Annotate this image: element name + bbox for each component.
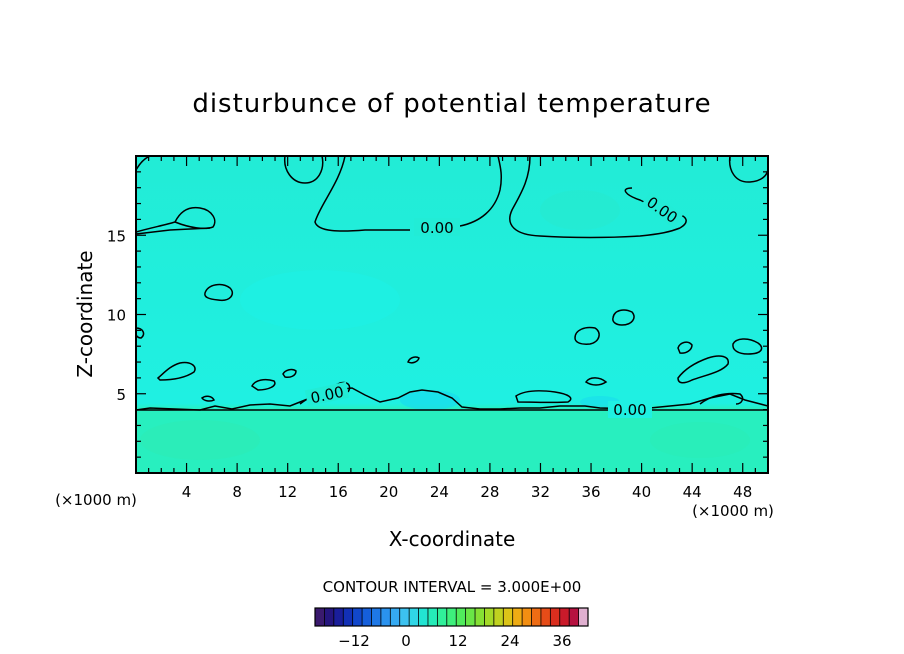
colorbar-cell xyxy=(324,608,335,626)
chart-title: disturbunce of potential temperature xyxy=(192,89,711,119)
contour-line xyxy=(732,338,763,355)
field-patch xyxy=(650,422,750,458)
contour-label: 0.00 xyxy=(420,219,453,237)
x-tick-label: 32 xyxy=(531,483,550,501)
y-axis-title: Z-coordinate xyxy=(73,250,97,377)
contour-line xyxy=(204,283,234,302)
x-tick-label: 4 xyxy=(182,483,192,501)
contour-label-bg xyxy=(304,381,350,407)
colorbar-cell xyxy=(578,608,589,626)
colorbar-cell xyxy=(315,608,325,626)
x-tick-label: 44 xyxy=(683,483,702,501)
contour-line xyxy=(459,156,502,227)
contour-line xyxy=(515,390,572,404)
contour-line xyxy=(156,361,196,381)
contour-label-bg xyxy=(414,218,460,236)
contour-line xyxy=(677,341,693,354)
field-patch xyxy=(140,420,260,460)
colorbar-cells xyxy=(314,608,589,626)
colorbar-tick-label: 0 xyxy=(401,632,411,650)
colorbar-cell xyxy=(418,608,429,626)
contour-line xyxy=(728,156,768,183)
contour-line xyxy=(612,309,635,326)
contour-label-bg xyxy=(608,401,652,418)
field-patch xyxy=(540,190,620,230)
contour-line xyxy=(677,355,729,384)
z-unit-label: (×1000 m) xyxy=(55,491,137,509)
x-tick-label: 16 xyxy=(329,483,348,501)
field-patch xyxy=(240,270,400,330)
contour-line xyxy=(251,378,276,391)
contour-line xyxy=(699,392,744,405)
contour-line xyxy=(314,156,410,232)
contour-line xyxy=(200,395,216,402)
colorbar-cell xyxy=(503,608,513,626)
colorbar-cell xyxy=(465,608,476,626)
colorbar-cell xyxy=(427,608,438,626)
colorbar-tick-label: 12 xyxy=(448,632,467,650)
colorbar-cell xyxy=(512,608,523,626)
colorbar-cell xyxy=(343,608,353,626)
plot-area: 0.00 0.00 0.00 0.00 4 8 12 16 20 24 28 32 36 40 44… xyxy=(107,155,769,501)
y-tick-label: 10 xyxy=(107,307,126,325)
x-tick-label: 8 xyxy=(232,483,242,501)
colorbar-cell xyxy=(390,608,401,626)
colorbar-cell xyxy=(493,608,504,626)
colorbar-cell xyxy=(362,608,372,626)
y-axis: 5 10 15 xyxy=(107,171,768,458)
colorbar: −12 0 12 24 36 xyxy=(314,607,589,650)
colorbar-cell xyxy=(540,608,551,626)
colorbar-cell xyxy=(484,608,495,626)
colorbar-tick-label: 36 xyxy=(552,632,571,650)
colorbar-cell xyxy=(569,608,579,626)
x-tick-label: 40 xyxy=(632,483,651,501)
y-tick-label: 5 xyxy=(116,386,126,404)
colorbar-cell xyxy=(409,608,419,626)
colorbar-cell xyxy=(333,608,344,626)
contour-label-bg xyxy=(641,191,683,229)
colorbar-cell xyxy=(437,608,448,626)
y-tick-label: 15 xyxy=(107,227,126,245)
contour-line xyxy=(584,377,608,386)
contour-line xyxy=(407,356,420,364)
colorbar-cell xyxy=(522,608,532,626)
x-axis-title: X-coordinate xyxy=(389,527,516,551)
contour-line xyxy=(284,156,324,184)
x-tick-label: 12 xyxy=(278,483,297,501)
colorbar-cell xyxy=(446,608,457,626)
x-tick-label: 48 xyxy=(733,483,752,501)
colorbar-cell xyxy=(531,608,542,626)
colorbar-cell xyxy=(559,608,570,626)
colorbar-cell xyxy=(399,608,410,626)
x-unit-label: (×1000 m) xyxy=(692,502,774,520)
x-tick-label: 28 xyxy=(480,483,499,501)
colorbar-cell xyxy=(475,608,485,626)
colorbar-cell xyxy=(456,608,466,626)
colorbar-tick-label: 24 xyxy=(500,632,519,650)
colorbar-frame xyxy=(314,607,589,627)
contour-line xyxy=(509,156,681,239)
field-shading xyxy=(140,190,750,460)
colorbar-cell xyxy=(550,608,561,626)
x-axis: 4 8 12 16 20 24 28 32 36 40 44 48 xyxy=(148,156,756,501)
colorbar-cell xyxy=(352,608,363,626)
contour-line xyxy=(136,227,211,235)
contour-interval: CONTOUR INTERVAL = 3.000E+00 xyxy=(323,578,582,596)
colorbar-cell xyxy=(380,608,391,626)
colorbar-tick-label: −12 xyxy=(338,632,370,650)
contour-label: 0.00 xyxy=(613,401,646,419)
x-tick-label: 20 xyxy=(379,483,398,501)
colorbar-ticks: −12 0 12 24 36 xyxy=(338,632,571,650)
contour-line xyxy=(282,368,297,378)
colorbar-cell xyxy=(371,608,382,626)
x-tick-label: 36 xyxy=(581,483,600,501)
contour-line xyxy=(574,326,600,345)
x-tick-label: 24 xyxy=(430,483,449,501)
